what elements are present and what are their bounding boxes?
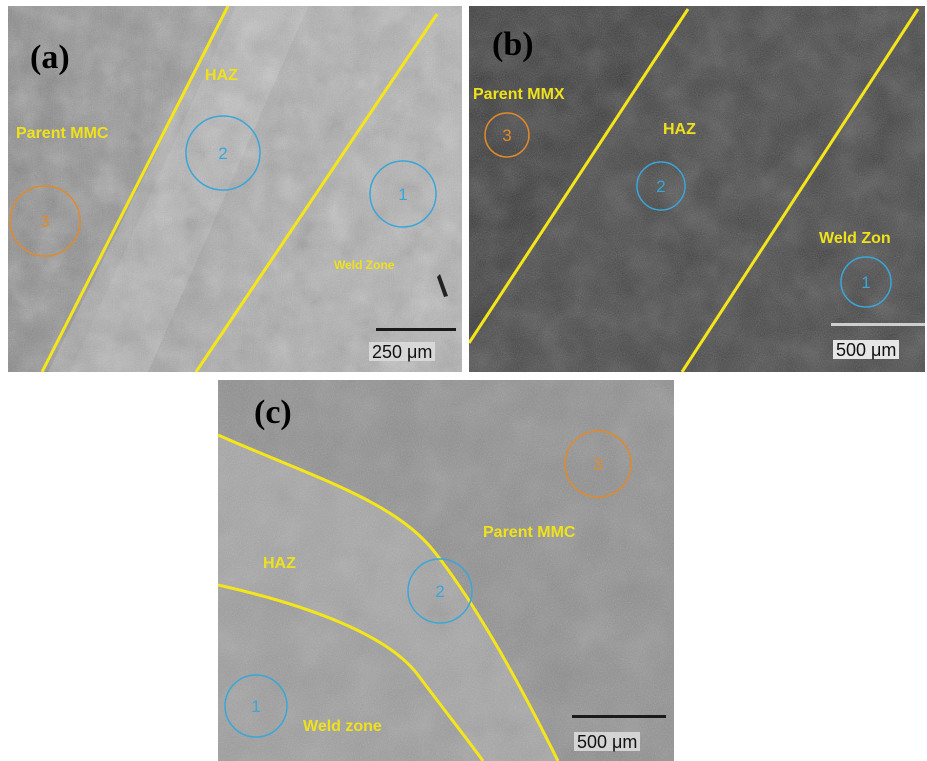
panel-label: (a): [30, 39, 70, 76]
micrograph-image-b: [469, 6, 925, 372]
boundary-line: [40, 6, 230, 372]
region-circle: [407, 558, 473, 624]
boundary-line: [680, 8, 920, 372]
boundary-line: [218, 433, 560, 761]
boundary-line: [218, 583, 485, 761]
boundary-line: [194, 13, 439, 372]
circle-number: 1: [861, 273, 871, 292]
micrograph-panel-a: (a) HAZ Parent MMC Weld Zone 2 1 3 250 μ…: [8, 6, 462, 372]
zone-label-weld: Weld Zone: [334, 258, 395, 272]
scale-bar: [572, 715, 666, 718]
zone-label-parent: Parent MMC: [16, 125, 109, 142]
circle-number: 2: [656, 177, 666, 196]
panel-label: (b): [492, 26, 534, 63]
zone-label-haz: HAZ: [263, 555, 296, 572]
zone-label-weld: Weld Zon: [819, 230, 891, 247]
zone-label-haz: HAZ: [663, 121, 696, 138]
scale-label: 250 μm: [369, 342, 436, 361]
scale-label: 500 μm: [833, 340, 900, 359]
circle-number: 3: [502, 126, 512, 145]
region-circle: [369, 160, 437, 228]
region-circle: [840, 256, 892, 308]
micrograph-panel-c: (c) Parent MMC HAZ Weld zone 3 2 1 500 μ…: [218, 380, 674, 761]
region-circle: [484, 112, 530, 158]
region-circle: [185, 115, 261, 191]
scale-bar: [831, 323, 925, 326]
zone-label-haz: HAZ: [205, 67, 238, 84]
scale-label: 500 μm: [574, 732, 641, 751]
micrograph-image-c: [218, 380, 674, 761]
zone-label-weld: Weld zone: [303, 718, 382, 735]
circle-number: 2: [218, 144, 228, 163]
region-circle: [224, 674, 288, 738]
region-circle: [564, 430, 632, 498]
region-circle: [636, 161, 686, 211]
region-circle: [9, 185, 81, 257]
circle-number: 2: [435, 582, 445, 601]
surface-defect: [437, 274, 448, 297]
circle-number: 3: [593, 455, 603, 474]
circle-number: 1: [398, 185, 408, 204]
circle-number: 1: [251, 697, 261, 716]
micrograph-image-a: [8, 6, 462, 372]
circle-number: 3: [40, 212, 50, 231]
zone-label-parent: Parent MMX: [473, 86, 565, 103]
micrograph-panel-b: (b) Parent MMX HAZ Weld Zon 3 2 1 500 μm: [469, 6, 925, 372]
boundary-line: [469, 8, 690, 344]
panel-label: (c): [254, 394, 292, 431]
scale-bar: [376, 328, 456, 331]
zone-label-parent: Parent MMC: [483, 524, 576, 541]
